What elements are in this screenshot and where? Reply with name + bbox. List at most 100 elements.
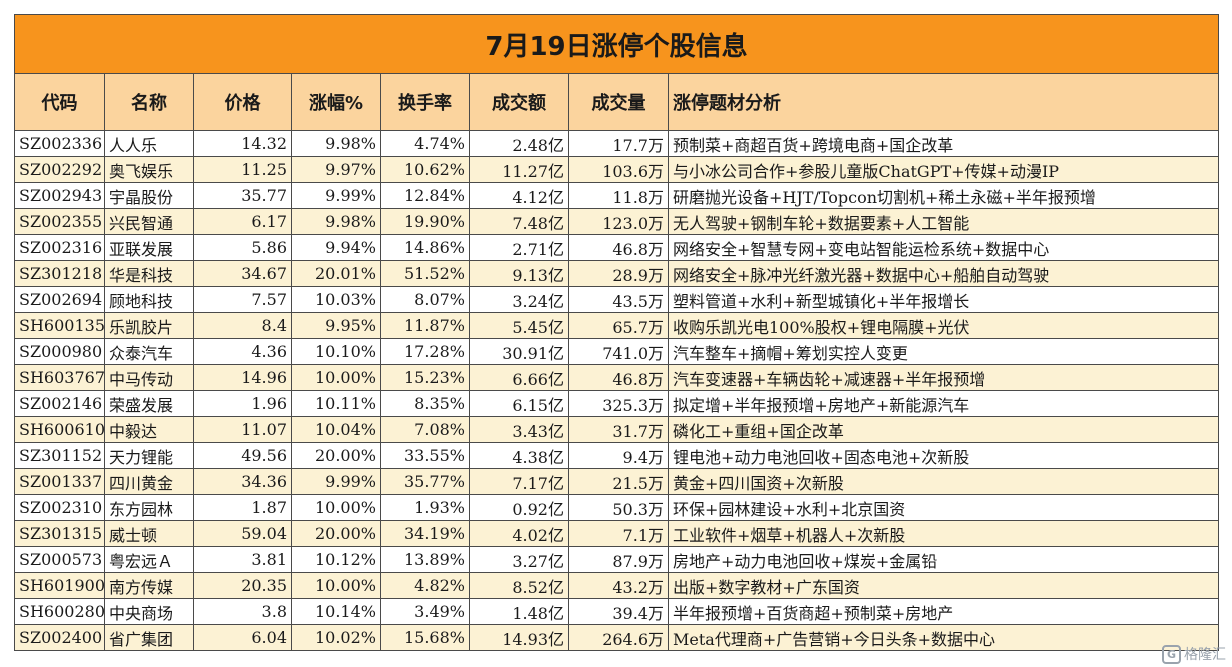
cell-volume: 103.6万 (568, 156, 669, 183)
cell-turnover: 7.08% (380, 416, 470, 443)
cell-theme: Meta代理商+广告营销+今日头条+数据中心 (667, 624, 1220, 651)
cell-volume: 87.9万 (568, 546, 669, 573)
column-header-volume: 成交量 (568, 73, 669, 131)
cell-volume: 39.4万 (568, 598, 669, 625)
cell-volume: 43.5万 (568, 286, 669, 313)
cell-amount: 6.66亿 (469, 364, 569, 391)
cell-price: 1.87 (193, 494, 292, 521)
cell-theme: 塑料管道+水利+新型城镇化+半年报增长 (667, 286, 1220, 313)
cell-theme: 预制菜+商超百货+跨境电商+国企改革 (667, 130, 1220, 157)
cell-code: SZ002310 (14, 494, 105, 521)
cell-code: SZ000573 (14, 546, 105, 573)
cell-theme: 汽车整车+摘帽+筹划实控人变更 (667, 338, 1220, 365)
cell-name: 天力锂能 (104, 442, 194, 469)
column-header-code: 代码 (14, 73, 105, 131)
cell-code: SZ002400 (14, 624, 105, 651)
table-row: SZ301218 华是科技 34.67 20.01% 51.52% 9.13亿 28.9万网… (14, 260, 1220, 287)
cell-price: 6.17 (193, 208, 292, 235)
cell-theme: 黄金+四川国资+次新股 (667, 468, 1220, 495)
cell-change: 10.12% (291, 546, 381, 573)
cell-amount: 1.48亿 (469, 598, 569, 625)
table-row: SZ301315 威士顿 59.04 20.00% 34.19% 4.02亿 7.1万 工业软… (14, 520, 1220, 547)
column-header-name: 名称 (104, 73, 194, 131)
cell-price: 7.57 (193, 286, 292, 313)
cell-name: 亚联发展 (104, 234, 194, 261)
cell-price: 34.67 (193, 260, 292, 287)
cell-name: 中毅达 (104, 416, 194, 443)
cell-theme: 与小冰公司合作+参股儿童版ChatGPT+传媒+动漫IP (667, 156, 1220, 183)
cell-name: 东方园林 (104, 494, 194, 521)
cell-price: 59.04 (193, 520, 292, 547)
cell-name: 南方传媒 (104, 572, 194, 599)
cell-price: 3.81 (193, 546, 292, 573)
cell-change: 20.00% (291, 520, 381, 547)
cell-theme: 工业软件+烟草+机器人+次新股 (667, 520, 1220, 547)
cell-code: SH603767 (14, 364, 105, 391)
column-header-amount: 成交额 (469, 73, 569, 131)
cell-change: 10.02% (291, 624, 381, 651)
cell-change: 9.95% (291, 312, 381, 339)
cell-turnover: 15.68% (380, 624, 470, 651)
cell-name: 中马传动 (104, 364, 194, 391)
cell-amount: 6.15亿 (469, 390, 569, 417)
cell-amount: 5.45亿 (469, 312, 569, 339)
table-row: SZ002400 省广集团 6.04 10.02% 15.68% 14.93亿 264.6万… (14, 624, 1220, 651)
cell-price: 49.56 (193, 442, 292, 469)
cell-volume: 31.7万 (568, 416, 669, 443)
column-header-turnover: 换手率 (380, 73, 470, 131)
cell-change: 9.97% (291, 156, 381, 183)
table-row: SZ000573 粤宏远Ａ 3.81 10.12% 13.89% 3.27亿 87.9万 房地… (14, 546, 1220, 573)
cell-code: SZ002292 (14, 156, 105, 183)
cell-name: 荣盛发展 (104, 390, 194, 417)
cell-change: 10.00% (291, 494, 381, 521)
column-header-price: 价格 (193, 73, 292, 131)
cell-volume: 7.1万 (568, 520, 669, 547)
cell-name: 威士顿 (104, 520, 194, 547)
cell-price: 14.96 (193, 364, 292, 391)
limit-up-stocks-table: 7月19日涨停个股信息 代码 名称 价格 涨幅% 换手率 成交额 成交量 涨停题… (13, 14, 1220, 651)
cell-amount: 9.13亿 (469, 260, 569, 287)
cell-change: 10.10% (291, 338, 381, 365)
cell-price: 35.77 (193, 182, 292, 209)
cell-turnover: 13.89% (380, 546, 470, 573)
cell-change: 10.00% (291, 572, 381, 599)
cell-volume: 28.9万 (568, 260, 669, 287)
cell-change: 9.99% (291, 468, 381, 495)
table-row: SZ002310 东方园林 1.87 10.00% 1.93% 0.92亿 50.3万 环保+… (14, 494, 1220, 521)
table-row: SZ002316 亚联发展 5.86 9.94% 14.86% 2.71亿 46.8万 网络安… (14, 234, 1220, 261)
table-row: SH600135 乐凯胶片 8.4 9.95% 11.87% 5.45亿 65.7万 收购乐凯… (14, 312, 1220, 339)
cell-turnover: 11.87% (380, 312, 470, 339)
cell-change: 9.99% (291, 182, 381, 209)
cell-code: SH601900 (14, 572, 105, 599)
cell-amount: 4.12亿 (469, 182, 569, 209)
cell-price: 8.4 (193, 312, 292, 339)
cell-volume: 123.0万 (568, 208, 669, 235)
cell-change: 9.98% (291, 130, 381, 157)
cell-turnover: 14.86% (380, 234, 470, 261)
cell-code: SZ002336 (14, 130, 105, 157)
cell-turnover: 12.84% (380, 182, 470, 209)
cell-theme: 锂电池+动力电池回收+固态电池+次新股 (667, 442, 1220, 469)
cell-theme: 网络安全+智慧专网+变电站智能运检系统+数据中心 (667, 234, 1220, 261)
table-row: SH601900 南方传媒 20.35 10.00% 4.82% 8.52亿 43.2万 出版… (14, 572, 1220, 599)
cell-code: SZ301315 (14, 520, 105, 547)
cell-turnover: 33.55% (380, 442, 470, 469)
cell-code: SH600280 (14, 598, 105, 625)
cell-volume: 50.3万 (568, 494, 669, 521)
cell-volume: 46.8万 (568, 234, 669, 261)
table-row: SZ002355 兴民智通 6.17 9.98% 19.90% 7.48亿 123.0万 无人… (14, 208, 1220, 235)
cell-name: 粤宏远Ａ (104, 546, 194, 573)
cell-turnover: 8.35% (380, 390, 470, 417)
cell-amount: 3.24亿 (469, 286, 569, 313)
cell-change: 9.94% (291, 234, 381, 261)
cell-theme: 环保+园林建设+水利+北京国资 (667, 494, 1220, 521)
cell-amount: 11.27亿 (469, 156, 569, 183)
cell-name: 奥飞娱乐 (104, 156, 194, 183)
cell-name: 乐凯胶片 (104, 312, 194, 339)
table-row: SH603767 中马传动 14.96 10.00% 15.23% 6.66亿 46.8万汽… (14, 364, 1220, 391)
cell-volume: 17.7万 (568, 130, 669, 157)
cell-name: 华是科技 (104, 260, 194, 287)
cell-turnover: 19.90% (380, 208, 470, 235)
cell-amount: 4.38亿 (469, 442, 569, 469)
cell-amount: 7.17亿 (469, 468, 569, 495)
